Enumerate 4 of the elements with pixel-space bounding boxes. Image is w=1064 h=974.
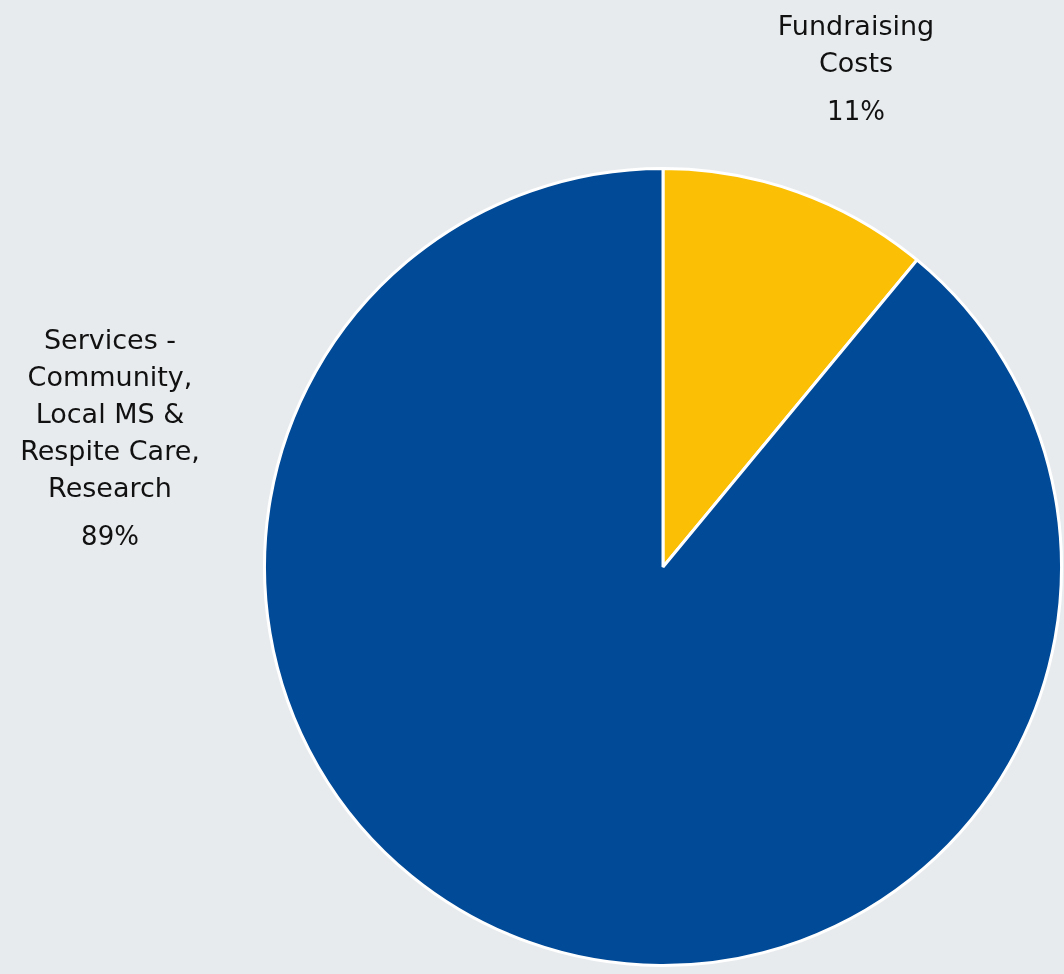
slice-label: Services - Community, Local MS & Respite Care, Research — [20, 323, 200, 503]
data-label: 89% — [81, 520, 139, 551]
slice-label: Fundraising Costs — [777, 9, 935, 78]
data-label: 11% — [827, 95, 885, 126]
